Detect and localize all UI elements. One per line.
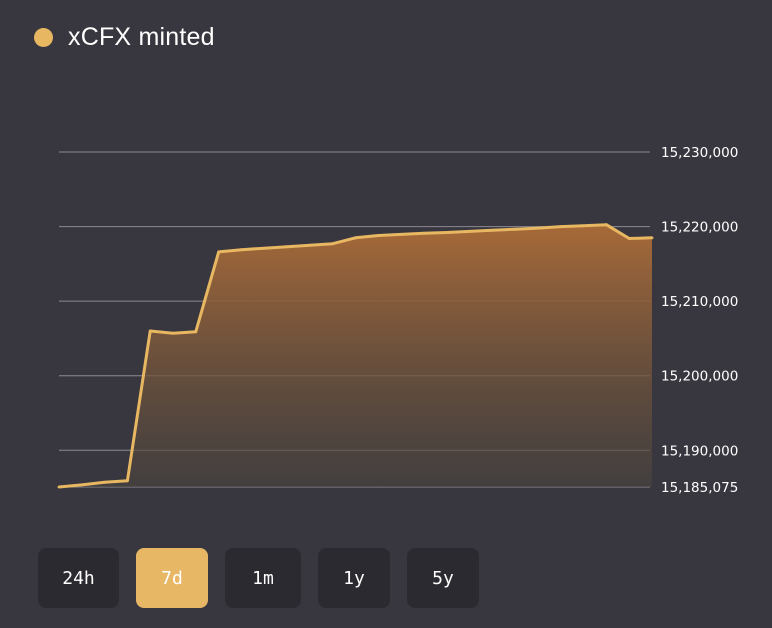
legend-label: xCFX minted: [68, 22, 215, 51]
legend-dot-icon: [34, 27, 53, 47]
data-point: [376, 234, 380, 237]
range-button-1y[interactable]: 1y: [318, 548, 390, 608]
data-point: [650, 236, 654, 240]
y-tick-label: 15,210,000: [661, 294, 738, 310]
range-button-7d[interactable]: 7d: [136, 548, 208, 608]
data-point: [126, 479, 129, 483]
data-point: [468, 230, 471, 233]
data-point: [57, 485, 61, 489]
data-point: [148, 329, 152, 333]
chart-legend: xCFX minted: [34, 22, 215, 52]
data-point: [285, 245, 289, 249]
data-point: [80, 483, 84, 487]
range-button-5y[interactable]: 5y: [407, 548, 479, 608]
area-chart: 15,185,075 15,190,000 15,200,000 15,210,000…: [57, 145, 738, 496]
y-tick-label: 15,190,000: [661, 443, 738, 459]
data-point: [262, 246, 266, 250]
series-area: [57, 223, 654, 489]
y-tick-label: 15,230,000: [661, 145, 738, 161]
y-axis-tick-labels: 15,185,075 15,190,000 15,200,000 15,210,000…: [661, 145, 738, 496]
data-point: [422, 231, 426, 235]
data-point: [331, 242, 335, 246]
series-area-fill: [59, 224, 652, 487]
data-point: [605, 223, 608, 227]
data-point: [536, 226, 540, 230]
y-tick-label: 15,185,075: [661, 480, 738, 496]
data-point: [217, 250, 221, 254]
data-point: [627, 237, 631, 240]
y-tick-label: 15,200,000: [661, 369, 738, 385]
range-button-24h[interactable]: 24h: [38, 548, 119, 608]
data-point: [240, 248, 243, 252]
y-tick-label: 15,220,000: [661, 220, 738, 236]
data-point: [490, 228, 494, 232]
data-point: [103, 480, 106, 484]
data-point: [194, 330, 198, 334]
range-button-1m[interactable]: 1m: [225, 548, 301, 608]
data-point: [513, 227, 517, 231]
data-point: [308, 243, 312, 247]
data-point: [354, 236, 357, 240]
data-point: [445, 231, 449, 234]
data-point: [582, 224, 585, 228]
data-point: [559, 225, 563, 229]
data-point: [171, 331, 175, 335]
data-point: [399, 233, 403, 236]
range-selector: 24h 7d 1m 1y 5y: [38, 548, 479, 608]
